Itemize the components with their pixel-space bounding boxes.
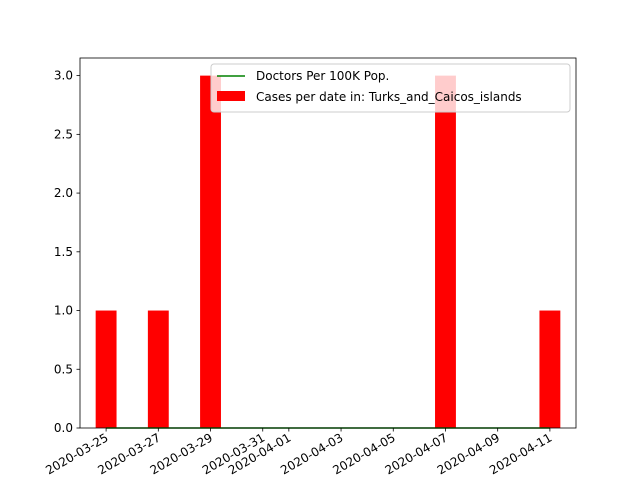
legend-frame xyxy=(210,63,571,113)
y-tick-label: 2.0 xyxy=(54,186,73,200)
axes-layer: 0.00.51.01.52.02.53.02020-03-252020-03-2… xyxy=(43,57,577,477)
legend-label-doctors: Doctors Per 100K Pop. xyxy=(256,69,389,83)
bar-2020-03-29 xyxy=(200,75,221,428)
bar-2020-03-27 xyxy=(147,310,169,428)
legend: Doctors Per 100K Pop. Cases per date in: … xyxy=(210,63,571,113)
y-tick-label: 0.5 xyxy=(54,362,73,376)
y-tick-label: 2.5 xyxy=(54,127,73,141)
legend-label-cases: Cases per date in: Turks_and_Caicos_isla… xyxy=(256,90,522,104)
legend-bar-swatch xyxy=(217,91,245,101)
bar-2020-03-25 xyxy=(95,310,117,428)
plot-frame xyxy=(79,57,577,429)
bar-2020-04-07 xyxy=(435,75,456,428)
y-tick-label: 3.0 xyxy=(54,69,73,83)
y-tick-label: 0.0 xyxy=(54,421,73,435)
bars-layer xyxy=(95,75,561,428)
bar-2020-04-11 xyxy=(539,310,561,428)
y-tick-label: 1.0 xyxy=(54,304,73,318)
y-tick-label: 1.5 xyxy=(54,245,73,259)
